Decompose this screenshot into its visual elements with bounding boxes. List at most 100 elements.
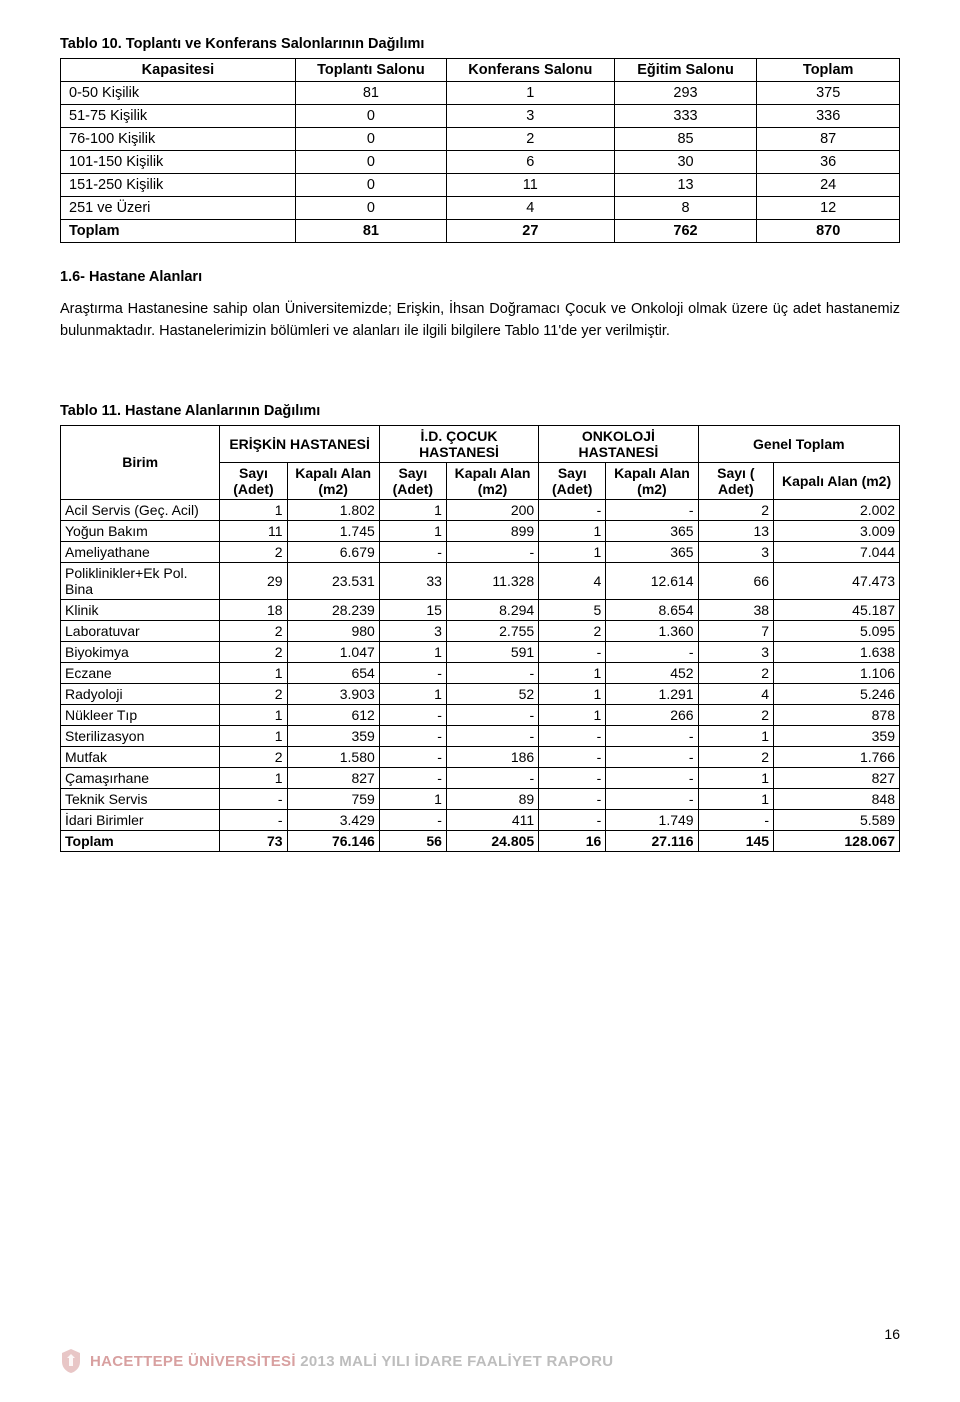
cell: 375 <box>757 82 900 105</box>
cell: 1 <box>220 725 287 746</box>
cell: 12.614 <box>606 562 698 599</box>
table-row: Radyoloji23.90315211.29145.246 <box>61 683 900 704</box>
t10-h1: Toplantı Salonu <box>295 59 446 82</box>
cell: 8.294 <box>446 599 538 620</box>
row-label: Toplam <box>61 220 296 243</box>
cell: 1.749 <box>606 809 698 830</box>
cell: 452 <box>606 662 698 683</box>
cell: 1 <box>220 704 287 725</box>
cell: 3.009 <box>774 520 900 541</box>
table-row: Ameliyathane26.679--136537.044 <box>61 541 900 562</box>
table-row: Sterilizasyon1359----1359 <box>61 725 900 746</box>
cell: 16 <box>539 830 606 851</box>
section-heading: 1.6- Hastane Alanları <box>60 269 900 285</box>
cell: 333 <box>614 105 757 128</box>
table-row: 51-75 Kişilik03333336 <box>61 105 900 128</box>
cell: 365 <box>606 541 698 562</box>
cell: - <box>379 662 446 683</box>
cell: 3 <box>379 620 446 641</box>
table-row: Biyokimya21.0471591--31.638 <box>61 641 900 662</box>
table-row: Çamaşırhane1827----1827 <box>61 767 900 788</box>
t11-g0: ERİŞKİN HASTANESİ <box>220 425 379 462</box>
cell: 4 <box>446 197 614 220</box>
table-row: 76-100 Kişilik028587 <box>61 128 900 151</box>
cell: 1 <box>379 683 446 704</box>
table-row: 151-250 Kişilik0111324 <box>61 174 900 197</box>
cell: 47.473 <box>774 562 900 599</box>
cell: 76.146 <box>287 830 379 851</box>
cell: 3 <box>698 641 774 662</box>
cell: 24.805 <box>446 830 538 851</box>
row-label: 51-75 Kişilik <box>61 105 296 128</box>
cell: 759 <box>287 788 379 809</box>
table-row: Eczane1654--145221.106 <box>61 662 900 683</box>
cell: 11 <box>220 520 287 541</box>
cell: - <box>606 788 698 809</box>
t11-header-row-1: Birim ERİŞKİN HASTANESİ İ.D. ÇOCUK HASTA… <box>61 425 900 462</box>
footer: 16 HACETTEPE ÜNİVERSİTESİ 2013 MALİ YILI… <box>60 1326 900 1374</box>
cell: 899 <box>446 520 538 541</box>
t11-sh-0b: Kapalı Alan (m2) <box>287 462 379 499</box>
cell: 2 <box>698 499 774 520</box>
total-row: Toplam7376.1465624.8051627.116145128.067 <box>61 830 900 851</box>
cell: 1.047 <box>287 641 379 662</box>
t10-h3: Eğitim Salonu <box>614 59 757 82</box>
t11-birim-header: Birim <box>61 425 220 499</box>
cell: 6 <box>446 151 614 174</box>
cell: 1.802 <box>287 499 379 520</box>
cell: 870 <box>757 220 900 243</box>
cell: 1 <box>379 641 446 662</box>
footer-text: HACETTEPE ÜNİVERSİTESİ 2013 MALİ YILI İD… <box>90 1353 613 1370</box>
cell: 1 <box>698 788 774 809</box>
cell: 13 <box>614 174 757 197</box>
table-row: Teknik Servis-759189--1848 <box>61 788 900 809</box>
footer-text-red: HACETTEPE ÜNİVERSİTESİ <box>90 1353 296 1370</box>
cell: 24 <box>757 174 900 197</box>
cell: 15 <box>379 599 446 620</box>
cell: 200 <box>446 499 538 520</box>
cell: 87 <box>757 128 900 151</box>
cell: 186 <box>446 746 538 767</box>
cell: 980 <box>287 620 379 641</box>
table-row: Poliklinikler+Ek Pol. Bina2923.5313311.3… <box>61 562 900 599</box>
cell: 0 <box>295 128 446 151</box>
cell: 28.239 <box>287 599 379 620</box>
row-label: Ameliyathane <box>61 541 220 562</box>
cell: - <box>379 541 446 562</box>
cell: 8 <box>614 197 757 220</box>
table11-title: Tablo 11. Hastane Alanlarının Dağılımı <box>60 403 900 419</box>
cell: 11 <box>446 174 614 197</box>
cell: 11.328 <box>446 562 538 599</box>
table-row: Mutfak21.580-186--21.766 <box>61 746 900 767</box>
page-number: 16 <box>60 1326 900 1342</box>
t10-h0: Kapasitesi <box>61 59 296 82</box>
cell: 2 <box>220 620 287 641</box>
cell: - <box>539 499 606 520</box>
cell: 27 <box>446 220 614 243</box>
cell: - <box>539 809 606 830</box>
row-label: 151-250 Kişilik <box>61 174 296 197</box>
cell: 266 <box>606 704 698 725</box>
row-label: Çamaşırhane <box>61 767 220 788</box>
cell: 1 <box>539 662 606 683</box>
t11-sh-2a: Sayı (Adet) <box>539 462 606 499</box>
cell: 27.116 <box>606 830 698 851</box>
cell: 1.291 <box>606 683 698 704</box>
cell: 1 <box>220 662 287 683</box>
cell: 2 <box>539 620 606 641</box>
cell: - <box>220 788 287 809</box>
cell: - <box>446 725 538 746</box>
table10: Kapasitesi Toplantı Salonu Konferans Sal… <box>60 58 900 243</box>
cell: 81 <box>295 220 446 243</box>
cell: 1 <box>220 767 287 788</box>
table-row: Laboratuvar298032.75521.36075.095 <box>61 620 900 641</box>
cell: - <box>606 746 698 767</box>
cell: - <box>379 767 446 788</box>
cell: - <box>446 704 538 725</box>
cell: 336 <box>757 105 900 128</box>
t11-sh-1b: Kapalı Alan (m2) <box>446 462 538 499</box>
row-label: 76-100 Kişilik <box>61 128 296 151</box>
cell: 4 <box>698 683 774 704</box>
cell: - <box>606 641 698 662</box>
t11-sh-1a: Sayı (Adet) <box>379 462 446 499</box>
